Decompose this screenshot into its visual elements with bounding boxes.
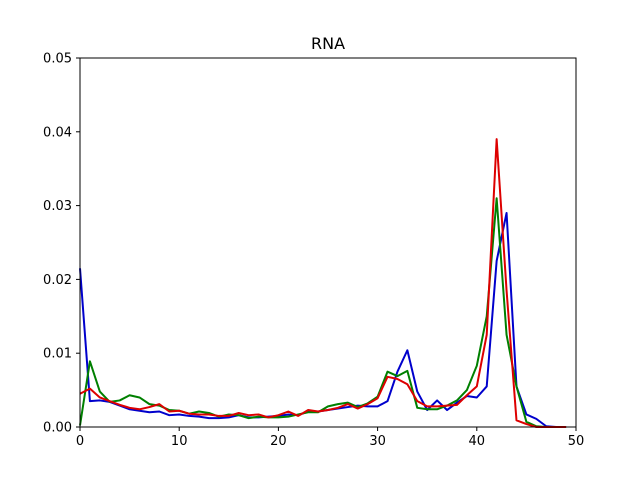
plot-frame bbox=[79, 57, 577, 428]
y-tick-label: 0.01 bbox=[43, 347, 72, 362]
y-tick-label: 0.02 bbox=[43, 273, 72, 288]
y-axis: 0.00 0.01 0.02 0.03 0.04 0.05 bbox=[43, 52, 80, 436]
x-tick-label: 20 bbox=[270, 434, 287, 449]
chart-title: RNA bbox=[311, 34, 345, 53]
y-tick-label: 0.00 bbox=[43, 421, 72, 436]
x-tick-label: 40 bbox=[469, 434, 486, 449]
x-tick-label: 10 bbox=[171, 434, 188, 449]
x-tick-label: 0 bbox=[76, 434, 84, 449]
series-line-3 bbox=[79, 138, 567, 428]
plot-area bbox=[79, 138, 567, 428]
x-tick-label: 30 bbox=[369, 434, 386, 449]
y-tick-label: 0.05 bbox=[43, 52, 72, 67]
x-axis: 0 10 20 30 40 50 bbox=[76, 427, 584, 449]
y-tick-label: 0.04 bbox=[43, 125, 72, 140]
y-tick-label: 0.03 bbox=[43, 199, 72, 214]
x-tick-label: 50 bbox=[568, 434, 585, 449]
